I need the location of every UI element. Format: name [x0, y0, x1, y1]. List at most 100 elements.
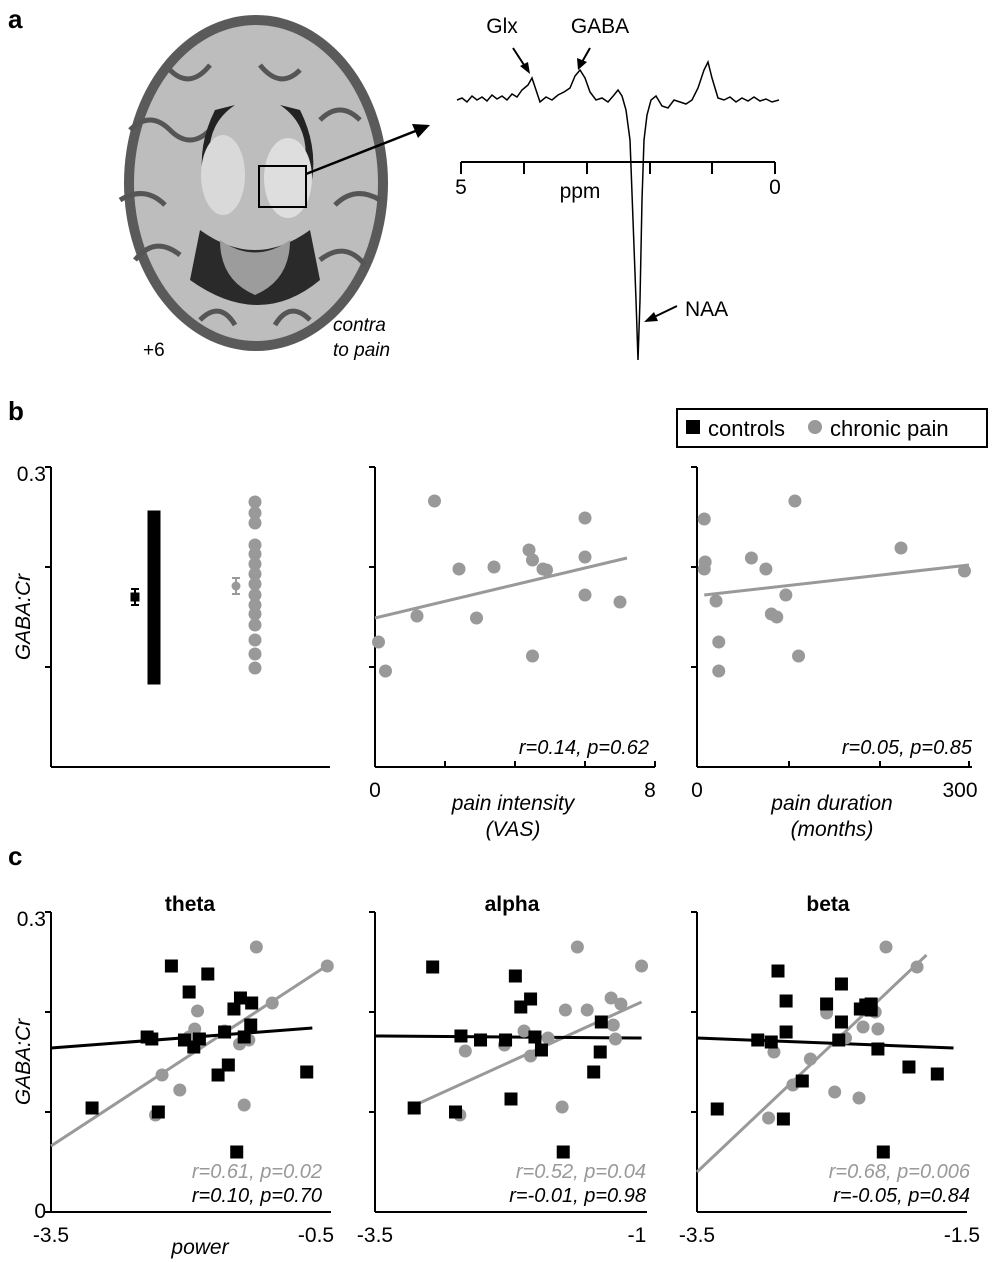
- chronic-pain-point: [613, 595, 627, 609]
- chart-marks: [372, 494, 628, 678]
- control-point: [751, 1033, 765, 1047]
- control-point: [407, 1101, 421, 1115]
- stats-chronic: r=0.68, p=0.006: [829, 1161, 971, 1183]
- control-point: [556, 1145, 570, 1159]
- voxel-box: [258, 165, 307, 208]
- control-point: [779, 1025, 793, 1039]
- chronic-pain-point: [770, 610, 784, 624]
- chronic-pain-point: [540, 563, 553, 577]
- chronic-pain-point: [879, 940, 893, 954]
- x-tick-label-max: -0.5: [298, 1224, 334, 1247]
- y-tick-label: 0.3: [17, 463, 46, 486]
- control-point: [233, 991, 247, 1005]
- control-point: [864, 997, 878, 1011]
- control-point: [227, 1002, 241, 1016]
- chronic-pain-point: [578, 511, 592, 525]
- chronic-pain-point: [635, 959, 649, 973]
- x-axis-label-line1: pain duration: [770, 792, 892, 815]
- control-point: [508, 969, 522, 983]
- control-point: [902, 1060, 916, 1074]
- chronic-pain-point: [452, 562, 466, 576]
- chronic-pain-point: [458, 1044, 472, 1058]
- chronic-pain-point: [578, 588, 592, 602]
- chronic-pain-point: [237, 1098, 251, 1112]
- control-point: [834, 1015, 848, 1029]
- ppm-tick-label-right: 0: [769, 176, 781, 199]
- control-point: [230, 1145, 244, 1159]
- chronic-pain-point: [712, 664, 726, 678]
- stats-chronic: r=0.52, p=0.04: [516, 1161, 646, 1183]
- chronic-pain-point: [155, 1068, 169, 1082]
- chart-marks: [695, 940, 954, 1174]
- legend-circle-marker: [808, 420, 822, 434]
- chronic-pain-point: [265, 996, 279, 1010]
- fit-line-chronic: [374, 556, 628, 620]
- chronic-pain-point: [762, 1111, 776, 1125]
- control-point: [593, 1045, 607, 1059]
- x-tick-label-max: 300: [942, 779, 977, 802]
- chronic-mean-marker: [231, 581, 241, 591]
- control-point: [474, 1033, 488, 1047]
- chronic-pain-point: [608, 1032, 622, 1046]
- chronic-pain-point: [188, 1022, 202, 1036]
- glx-arrowhead: [520, 62, 530, 74]
- control-point: [147, 671, 161, 685]
- chart-marks: [697, 494, 971, 678]
- chronic-pain-point: [580, 1003, 594, 1017]
- control-point: [876, 1145, 890, 1159]
- chronic-pain-point: [894, 541, 908, 555]
- legend: controls chronic pain: [676, 408, 988, 448]
- chronic-pain-point: [570, 940, 584, 954]
- control-point: [528, 1030, 542, 1044]
- control-point: [587, 1065, 601, 1079]
- fit-line-chronic: [50, 961, 332, 1148]
- contra-label-line1: contra: [333, 315, 386, 336]
- chronic-pain-point: [248, 647, 262, 661]
- panel-a-letter: a: [8, 4, 23, 34]
- stats-controls: r=-0.01, p=0.98: [509, 1185, 646, 1207]
- chronic-pain-point: [248, 495, 262, 509]
- naa-arrowhead: [644, 312, 658, 322]
- voxel-arrow: [305, 128, 419, 176]
- control-point: [201, 967, 215, 981]
- control-point: [192, 1032, 206, 1046]
- control-point: [145, 1032, 159, 1046]
- chronic-pain-point: [803, 1052, 817, 1066]
- chart-title: beta: [806, 893, 850, 916]
- controls-mean-marker: [130, 592, 140, 602]
- chart-b-pain-duration: 0 300 pain duration (months) r=0.05, p=0…: [691, 466, 978, 841]
- chronic-pain-point: [248, 661, 262, 675]
- legend-box: [676, 408, 988, 448]
- chronic-pain-point: [697, 512, 711, 526]
- control-point: [795, 1074, 809, 1088]
- control-point: [245, 996, 259, 1010]
- chronic-pain-point: [910, 960, 924, 974]
- chronic-pain-point: [759, 562, 773, 576]
- control-point: [930, 1067, 944, 1081]
- ppm-axis-label: ppm: [560, 180, 601, 203]
- control-point: [237, 1030, 251, 1044]
- stats-controls: r=-0.05, p=0.84: [833, 1185, 970, 1207]
- control-point: [514, 1000, 528, 1014]
- x-axis-label: power: [170, 1236, 229, 1259]
- control-point: [504, 1092, 518, 1106]
- chronic-pain-point: [541, 1031, 555, 1045]
- panel-b-letter: b: [8, 396, 24, 426]
- control-point: [244, 1018, 258, 1032]
- control-point: [834, 977, 848, 991]
- chronic-pain-point: [517, 1024, 531, 1038]
- ppm-tick-label-left: 5: [455, 176, 467, 199]
- chronic-pain-point: [606, 1018, 620, 1032]
- chronic-pain-point: [526, 649, 539, 663]
- control-point: [151, 1105, 165, 1119]
- x-tick-label-min: -3.5: [679, 1224, 715, 1247]
- gaba-arrowhead: [577, 58, 587, 70]
- chronic-pain-point: [558, 1003, 572, 1017]
- control-point: [524, 992, 538, 1006]
- control-point: [871, 1042, 885, 1056]
- chronic-pain-point: [614, 997, 628, 1011]
- x-axis-label-line2: (months): [791, 818, 874, 841]
- control-point: [534, 1043, 548, 1057]
- chronic-pain-point: [248, 633, 262, 647]
